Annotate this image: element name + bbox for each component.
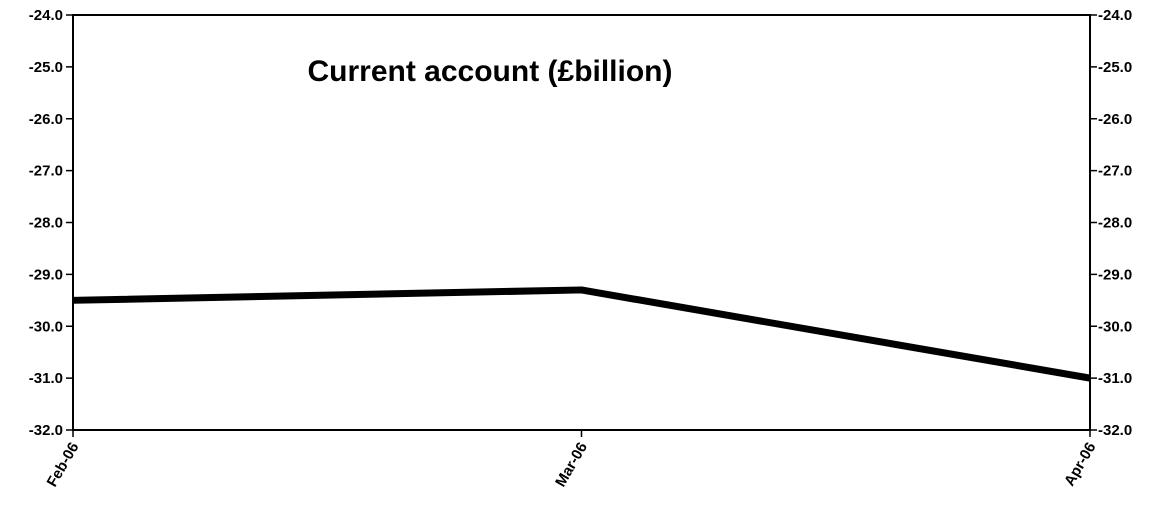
y-tick-label-left: -24.0 bbox=[29, 7, 63, 24]
y-tick-label-left: -30.0 bbox=[29, 318, 63, 335]
y-tick-label-right: -26.0 bbox=[1098, 111, 1132, 128]
y-tick-label-left: -32.0 bbox=[29, 422, 63, 439]
y-axis-right-ticks: -24.0 -25.0 -26.0 -27.0 -28.0 -29.0 -30.0 -31.0… bbox=[1090, 7, 1132, 439]
y-tick-label-right: -25.0 bbox=[1098, 59, 1132, 76]
y-axis-left-ticks: -24.0 -25.0 -26.0 -27.0 -28.0 -29.0 -30.0 -31.0… bbox=[29, 7, 73, 439]
y-tick-label-right: -28.0 bbox=[1098, 215, 1132, 232]
y-tick-label-right: -32.0 bbox=[1098, 422, 1132, 439]
y-tick-label-left: -31.0 bbox=[29, 370, 63, 387]
y-tick-label-left: -25.0 bbox=[29, 59, 63, 76]
y-tick-label-left: -27.0 bbox=[29, 163, 63, 180]
y-tick-label-right: -31.0 bbox=[1098, 370, 1132, 387]
chart-title: Current account (£billion) bbox=[307, 55, 672, 88]
y-tick-label-left: -29.0 bbox=[29, 266, 63, 283]
y-tick-label-right: -27.0 bbox=[1098, 163, 1132, 180]
y-tick-label-left: -26.0 bbox=[29, 111, 63, 128]
y-tick-label-right: -29.0 bbox=[1098, 266, 1132, 283]
series-group bbox=[72, 286, 1091, 382]
y-tick-label-left: -28.0 bbox=[29, 215, 63, 232]
series-line bbox=[72, 286, 1091, 382]
y-tick-label-right: -30.0 bbox=[1098, 318, 1132, 335]
y-tick-label-right: -24.0 bbox=[1098, 7, 1132, 24]
